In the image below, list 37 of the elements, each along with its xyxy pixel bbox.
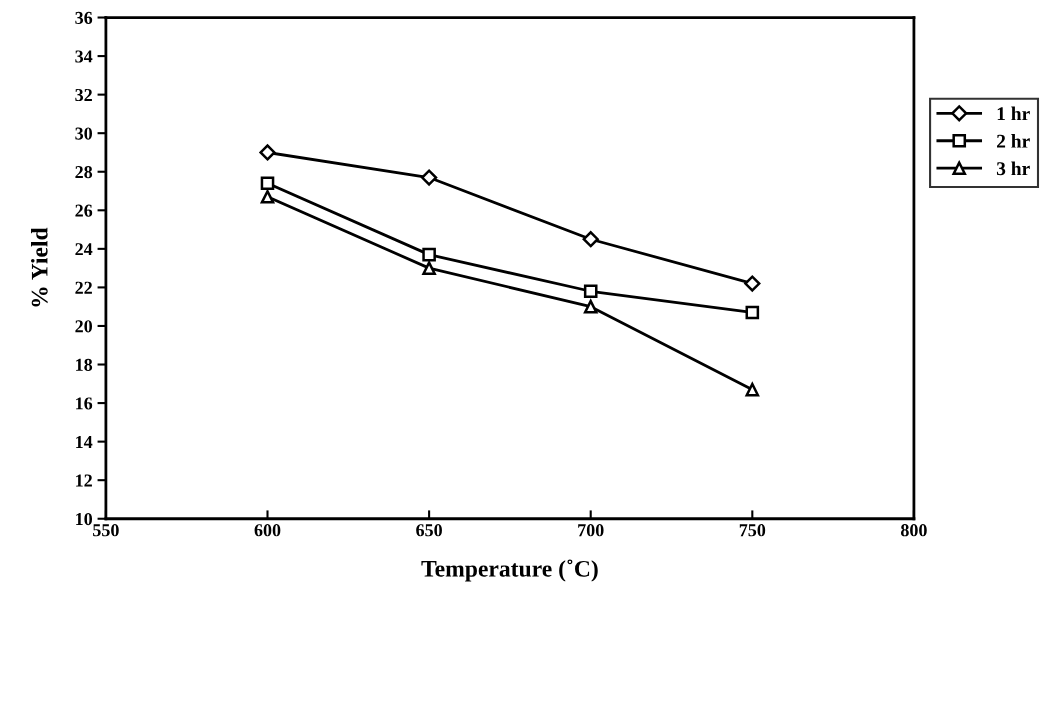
point [745, 382, 760, 397]
point [420, 169, 438, 186]
y-tick-label: 20 [75, 320, 93, 333]
x-tick-label: 550 [93, 524, 119, 537]
y-tick-label: 34 [75, 50, 93, 63]
point [422, 261, 436, 275]
x-tick-label: 750 [739, 524, 766, 537]
y-tick-label: 12 [76, 474, 92, 487]
point [422, 247, 436, 262]
point [260, 190, 275, 204]
x-tick-label: 700 [578, 524, 604, 537]
point [260, 176, 275, 191]
legend-label: 3 hr [996, 161, 1030, 176]
point [583, 284, 598, 299]
point [259, 144, 276, 161]
y-axis-title: % Yield [31, 227, 48, 307]
x-tick-label: 800 [900, 524, 927, 537]
y-tick-label: 22 [75, 281, 92, 294]
y-tick-label: 14 [76, 435, 93, 448]
x-tick-label: 600 [254, 524, 281, 537]
y-tick-label: 10 [76, 513, 93, 526]
y-tick-label: 30 [75, 127, 93, 140]
y-tick-label: 18 [76, 358, 93, 371]
point [745, 305, 760, 320]
y-tick-label: 26 [75, 204, 93, 217]
x-axis-title: Temperature (˚C) [421, 559, 598, 582]
y-tick-label: 32 [75, 88, 92, 102]
y-tick-label: 36 [75, 11, 93, 24]
y-tick-label: 24 [75, 243, 93, 256]
y-tick-label: 28 [75, 166, 93, 179]
x-tick-label: 650 [416, 524, 442, 537]
y-tick-label: 16 [76, 397, 93, 410]
point [582, 231, 599, 248]
legend-label: 1 hr [997, 106, 1030, 121]
point [583, 299, 598, 314]
legend-label: 2 hr [997, 134, 1030, 148]
point [744, 275, 761, 292]
